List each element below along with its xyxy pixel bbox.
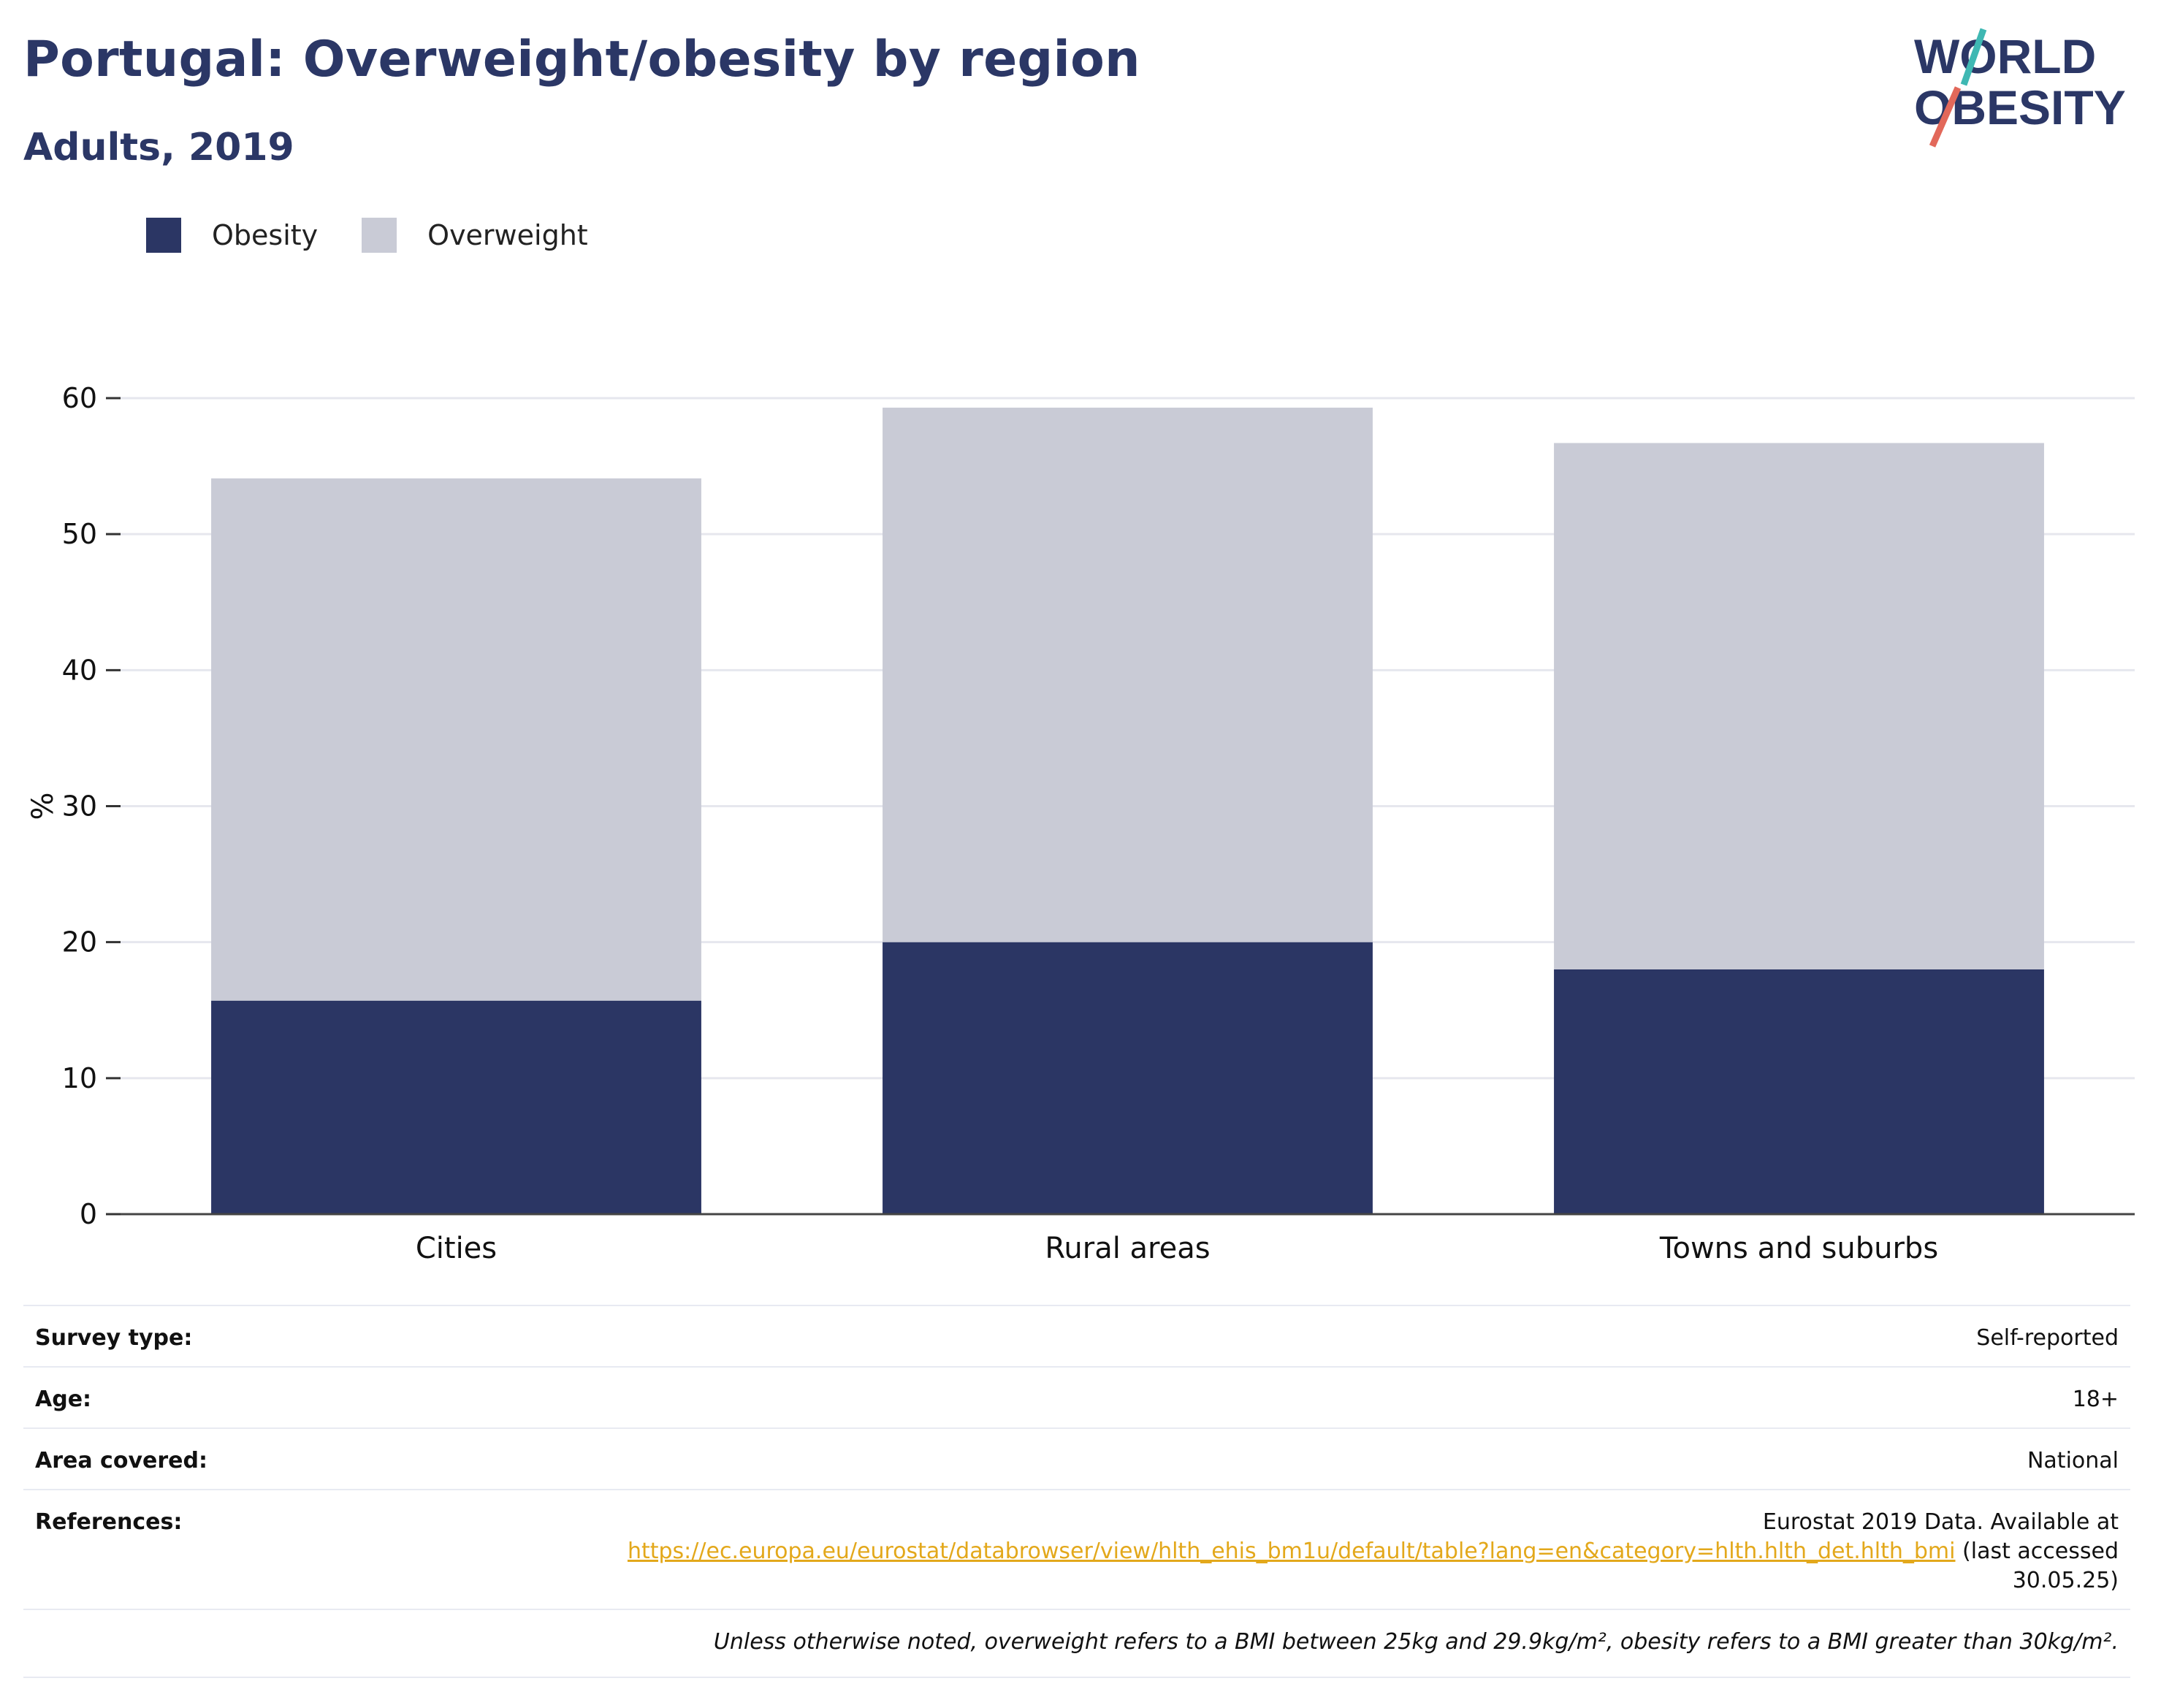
logo-line1: WORLD <box>1914 29 2096 83</box>
references-value: Eurostat 2019 Data. Available at https:/… <box>628 1508 2119 1595</box>
y-tick-label-20: 20 <box>62 926 97 958</box>
info-row-survey-type: Survey type: Self-reported <box>23 1305 2130 1366</box>
legend-label-overweight: Overweight <box>427 219 588 251</box>
references-date: 30.05.25) <box>2012 1568 2119 1593</box>
y-tick-label-50: 50 <box>62 518 97 550</box>
bar-overweight-cities <box>211 478 701 1001</box>
references-link[interactable]: https://ec.europa.eu/eurostat/databrowse… <box>627 1539 1956 1564</box>
y-tick-label-0: 0 <box>80 1198 97 1230</box>
y-tick-label-60: 60 <box>62 382 97 414</box>
info-row-age: Age: 18+ <box>23 1366 2130 1427</box>
references-text: Eurostat 2019 Data. Available at <box>1762 1509 2119 1535</box>
legend-item-obesity[interactable]: Obesity <box>146 218 318 253</box>
legend-label-obesity: Obesity <box>212 219 319 251</box>
legend-swatch-obesity <box>146 218 181 253</box>
legend: Obesity Overweight <box>146 218 632 253</box>
bmi-note: Unless otherwise noted, overweight refer… <box>23 1609 2130 1678</box>
survey-type-value: Self-reported <box>1976 1325 2119 1351</box>
legend-swatch-overweight <box>362 218 397 253</box>
references-label: References: <box>35 1509 183 1535</box>
bar-overweight-towns-and-suburbs <box>1554 443 2044 969</box>
age-label: Age: <box>35 1387 92 1412</box>
y-axis-label: % <box>26 792 60 820</box>
chart-title: Portugal: Overweight/obesity by region <box>23 31 1140 88</box>
y-tick-label-40: 40 <box>62 654 97 686</box>
references-after: (last accessed <box>1962 1539 2119 1564</box>
y-tick-label-30: 30 <box>62 790 97 823</box>
chart-subtitle: Adults, 2019 <box>23 126 294 169</box>
x-tick-label-rural-areas: Rural areas <box>1045 1232 1210 1265</box>
info-table: Survey type: Self-reported Age: 18+ Area… <box>23 1305 2130 1678</box>
world-obesity-logo: WORLD OBESITY <box>1914 28 2126 148</box>
logo-slash-teal <box>1960 28 1987 86</box>
logo-slash-coral <box>1929 86 1962 148</box>
area-value: National <box>2027 1448 2119 1473</box>
info-row-references: References: Eurostat 2019 Data. Availabl… <box>23 1489 2130 1609</box>
bar-obesity-cities <box>211 1000 701 1214</box>
area-label: Area covered: <box>35 1448 207 1473</box>
bar-chart: 0 10 20 30 40 50 60% Cities Rural areas Towns and… <box>26 382 2135 1265</box>
bar-obesity-rural-areas <box>883 942 1373 1214</box>
survey-type-label: Survey type: <box>35 1325 193 1351</box>
bar-obesity-towns-and-suburbs <box>1554 969 2044 1214</box>
legend-item-overweight[interactable]: Overweight <box>362 218 588 253</box>
age-value: 18+ <box>2072 1387 2119 1412</box>
x-tick-label-towns-and-suburbs: Towns and suburbs <box>1659 1232 1938 1265</box>
info-row-area: Area covered: National <box>23 1427 2130 1489</box>
y-tick-label-10: 10 <box>62 1062 97 1094</box>
x-tick-label-cities: Cities <box>416 1232 497 1265</box>
bar-overweight-rural-areas <box>883 408 1373 942</box>
